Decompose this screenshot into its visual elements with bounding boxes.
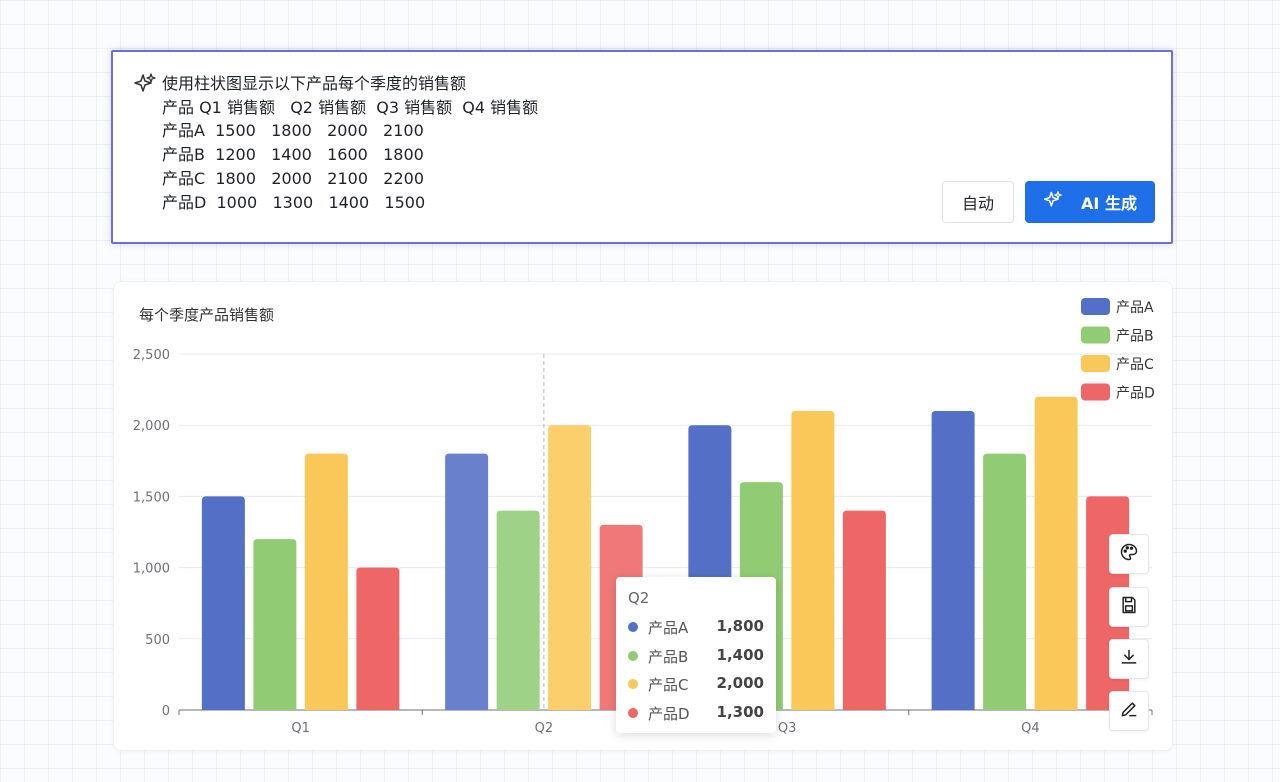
tooltip-value: 2,000: [716, 674, 764, 692]
legend-label: 产品B: [1116, 329, 1154, 345]
tooltip-row: 产品A 1,800: [628, 617, 764, 637]
bar-产品D-Q3: [842, 510, 886, 710]
legend-label: 产品D: [1116, 386, 1155, 402]
legend-swatch: [1081, 355, 1110, 372]
legend-swatch: [1081, 326, 1110, 344]
legend-label: 产品C: [1116, 357, 1154, 373]
bar-产品B-Q2: [496, 510, 540, 710]
chart-tooltip: Q2 产品A 1,800 产品B 1,400 产品C 2,000 产品D 1,300: [616, 577, 776, 733]
prompt-box[interactable]: 使用柱状图显示以下产品每个季度的销售额 产品 Q1 销售额 Q2 销售额 Q3 …: [111, 50, 1173, 244]
y-tick-label: 1,000: [133, 562, 170, 577]
download-button[interactable]: [1109, 639, 1149, 679]
tooltip-dot: [628, 679, 638, 689]
tooltip-series-name: 产品C: [648, 676, 689, 694]
bar-产品A-Q1: [201, 496, 245, 710]
tooltip-series-name: 产品B: [648, 647, 689, 666]
y-tick-label: 0: [162, 704, 170, 719]
palette-icon: [1119, 542, 1139, 566]
bar-产品C-Q1: [304, 453, 348, 710]
tooltip-series-name: 产品A: [648, 619, 689, 637]
ai-generate-label: AI 生成: [1081, 194, 1137, 213]
tooltip-row: 产品B 1,400: [628, 646, 764, 666]
x-tick-label: Q3: [778, 721, 797, 736]
sparkle-icon: [1043, 190, 1063, 214]
save-icon: [1119, 595, 1139, 619]
prompt-text[interactable]: 使用柱状图显示以下产品每个季度的销售额 产品 Q1 销售额 Q2 销售额 Q3 …: [162, 74, 539, 212]
tooltip-dot: [628, 622, 638, 632]
y-tick-label: 2,500: [133, 348, 170, 363]
ai-generate-button[interactable]: AI 生成: [1025, 181, 1155, 223]
bar-产品B-Q1: [253, 539, 297, 710]
x-tick-label: Q4: [1021, 721, 1040, 736]
y-tick-label: 500: [145, 633, 170, 648]
tooltip-value: 1,300: [716, 702, 764, 721]
save-button[interactable]: [1109, 587, 1149, 627]
auto-button[interactable]: 自动: [942, 181, 1014, 223]
y-tick-label: 2,000: [133, 419, 170, 434]
tooltip-dot: [628, 707, 638, 718]
tooltip-dot: [628, 650, 638, 661]
tooltip-title: Q2: [628, 589, 650, 607]
tooltip-value: 1,800: [716, 617, 764, 635]
bar-产品A-Q2: [445, 453, 489, 710]
edit-icon: [1119, 699, 1139, 723]
legend-swatch: [1081, 298, 1110, 315]
bar-产品C-Q2: [548, 425, 592, 710]
auto-button-label: 自动: [961, 194, 994, 213]
legend-swatch: [1081, 383, 1110, 401]
bar-产品C-Q3: [791, 410, 835, 710]
edit-button[interactable]: [1109, 691, 1149, 731]
sparkle-icon: [133, 72, 157, 96]
palette-button[interactable]: [1109, 534, 1149, 574]
bar-产品A-Q4: [931, 410, 975, 710]
y-tick-label: 1,500: [133, 490, 170, 505]
bar-产品B-Q4: [983, 453, 1027, 710]
tooltip-row: 产品D 1,300: [628, 703, 764, 723]
chart-card: 每个季度产品销售额 0 500 1,000 1,500 2,000 2,500 Q1 Q2 Q3 Q…: [113, 281, 1173, 751]
download-icon: [1119, 647, 1139, 671]
tooltip-row: 产品C 2,000: [628, 674, 764, 694]
tooltip-value: 1,400: [716, 645, 764, 664]
legend-label: 产品A: [1116, 300, 1154, 316]
x-tick-label: Q2: [535, 721, 554, 736]
x-tick-label: Q1: [291, 721, 310, 736]
tooltip-series-name: 产品D: [648, 704, 690, 723]
chart-title: 每个季度产品销售额: [139, 306, 274, 324]
bar-产品D-Q1: [356, 567, 400, 710]
bar-产品C-Q4: [1034, 396, 1078, 710]
